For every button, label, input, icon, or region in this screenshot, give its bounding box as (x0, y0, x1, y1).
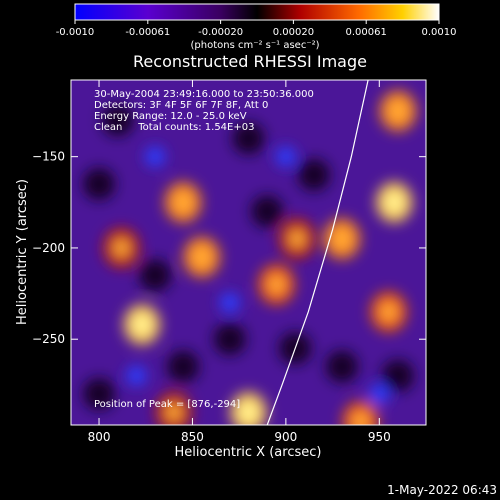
blue-patch-3 (126, 365, 147, 386)
dark-patch-8 (83, 377, 116, 410)
colorbar-tick-label-0: -0.0010 (56, 27, 95, 38)
bright-spot-core-3 (380, 302, 397, 321)
footer-date: 1-May-2022 06:43 (387, 483, 497, 497)
bright-spot-core-8 (113, 238, 130, 257)
bright-spot-core-11 (289, 229, 306, 248)
chart-title: Reconstructed RHESSI Image (133, 52, 367, 71)
y-tick-label-0: −150 (32, 150, 65, 164)
colorbar-tick-label-1: -0.00061 (125, 27, 170, 38)
dark-patch-9 (251, 195, 284, 228)
colorbar-tick-label-4: 0.00061 (346, 27, 387, 38)
bright-spot-core-0 (389, 102, 406, 121)
heatmap-layer (83, 91, 416, 425)
dark-patch-1 (232, 122, 265, 155)
info-clean-counts: Clean Total counts: 1.54E+03 (94, 122, 254, 133)
x-tick-label-1: 850 (181, 430, 204, 444)
bright-spot-core-7 (268, 275, 285, 294)
dark-patch-0 (101, 104, 134, 137)
x-axis-label: Heliocentric X (arcsec) (175, 445, 322, 460)
info-detectors: Detectors: 3F 4F 5F 6F 7F 8F, Att 0 (94, 100, 268, 111)
x-tick-label-3: 950 (368, 430, 391, 444)
dark-patch-6 (167, 350, 200, 383)
solar-limb-curve (266, 80, 369, 425)
bright-spot-core-12 (165, 403, 182, 422)
dark-patch-11 (83, 168, 116, 201)
bright-spot-core-1 (386, 193, 403, 212)
y-tick-label-2: −250 (32, 332, 65, 346)
bright-spot-core-6 (134, 315, 150, 334)
blue-patch-4 (219, 292, 240, 313)
blue-patch-0 (145, 146, 166, 167)
bright-spot-core-9 (352, 412, 369, 425)
colorbar (74, 3, 440, 21)
blue-patch-1 (275, 146, 296, 167)
x-tick-label-2: 900 (274, 430, 297, 444)
axis-ticks: 800 850 900 950 −150 −200 −250 (32, 80, 426, 444)
colorbar-ticks: -0.0010 -0.00061 -0.00020 0.00020 0.00061 0.0… (56, 20, 457, 38)
info-block: 30-May-2004 23:49:16.000 to 23:50:36.000… (94, 89, 314, 410)
y-tick-label-1: −200 (32, 241, 65, 255)
dark-patch-3 (139, 259, 172, 292)
plot-frame (70, 79, 427, 426)
dark-patch-2 (297, 158, 330, 191)
info-energy-range: Energy Range: 12.0 - 25.0 keV (94, 111, 247, 122)
y-axis-label: Heliocentric Y (arcsec) (15, 179, 30, 325)
peak-position-label: Position of Peak = [876,-294] (94, 399, 240, 410)
bright-spot-core-10 (240, 403, 257, 422)
colorbar-tick-label-3: 0.00020 (273, 27, 314, 38)
dark-patch-7 (325, 350, 358, 383)
dark-patch-10 (381, 359, 414, 392)
blue-patch-2 (369, 383, 390, 404)
bright-spot-core-2 (333, 229, 350, 248)
bright-spot-core-4 (175, 193, 192, 212)
dark-patch-4 (213, 323, 246, 356)
colorbar-tick-label-5: 0.0010 (422, 27, 457, 38)
info-time-range: 30-May-2004 23:49:16.000 to 23:50:36.000 (94, 89, 314, 100)
x-tick-label-0: 800 (88, 430, 111, 444)
colorbar-unit-label: (photons cm⁻² s⁻¹ asec⁻²) (190, 40, 319, 51)
colorbar-tick-label-2: -0.00020 (198, 27, 243, 38)
bright-spot-core-5 (193, 248, 210, 267)
